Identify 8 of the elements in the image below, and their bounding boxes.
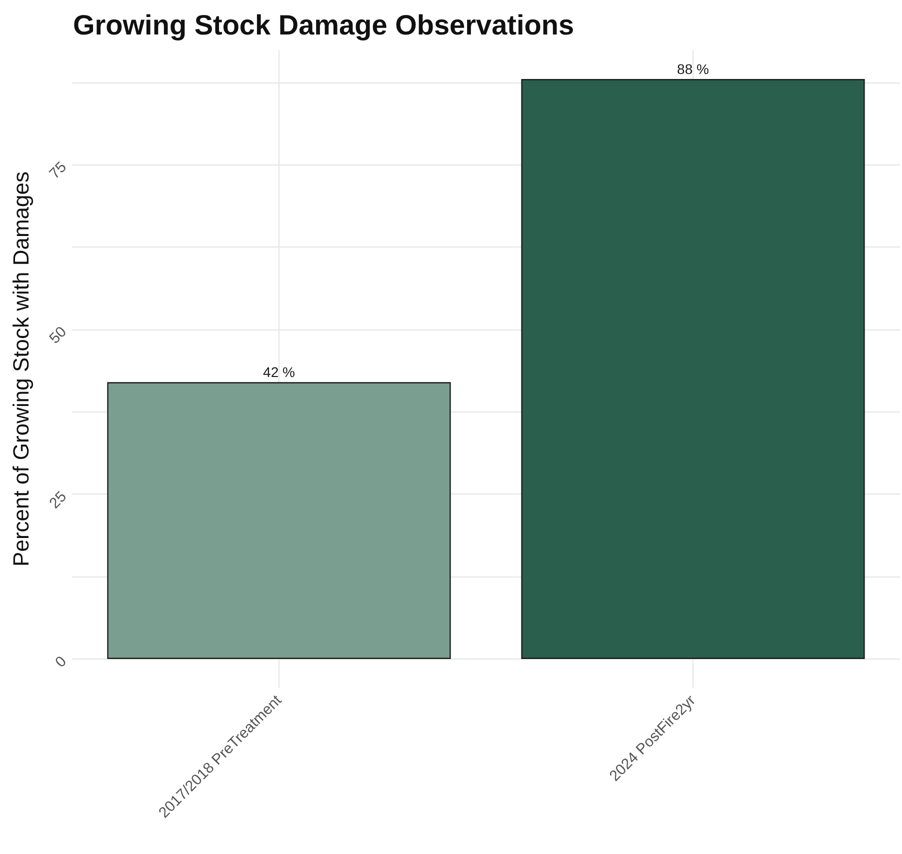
chart-title: Growing Stock Damage Observations bbox=[73, 10, 574, 40]
y-tick-label: 50 bbox=[46, 323, 70, 348]
data-label: 88 % bbox=[677, 61, 709, 77]
y-axis-title: Percent of Growing Stock with Damages bbox=[8, 172, 34, 566]
data-label: 42 % bbox=[263, 364, 295, 380]
y-tick-label: 0 bbox=[52, 652, 70, 671]
y-tick-label: 25 bbox=[46, 488, 70, 512]
y-tick-label: 75 bbox=[46, 158, 70, 182]
